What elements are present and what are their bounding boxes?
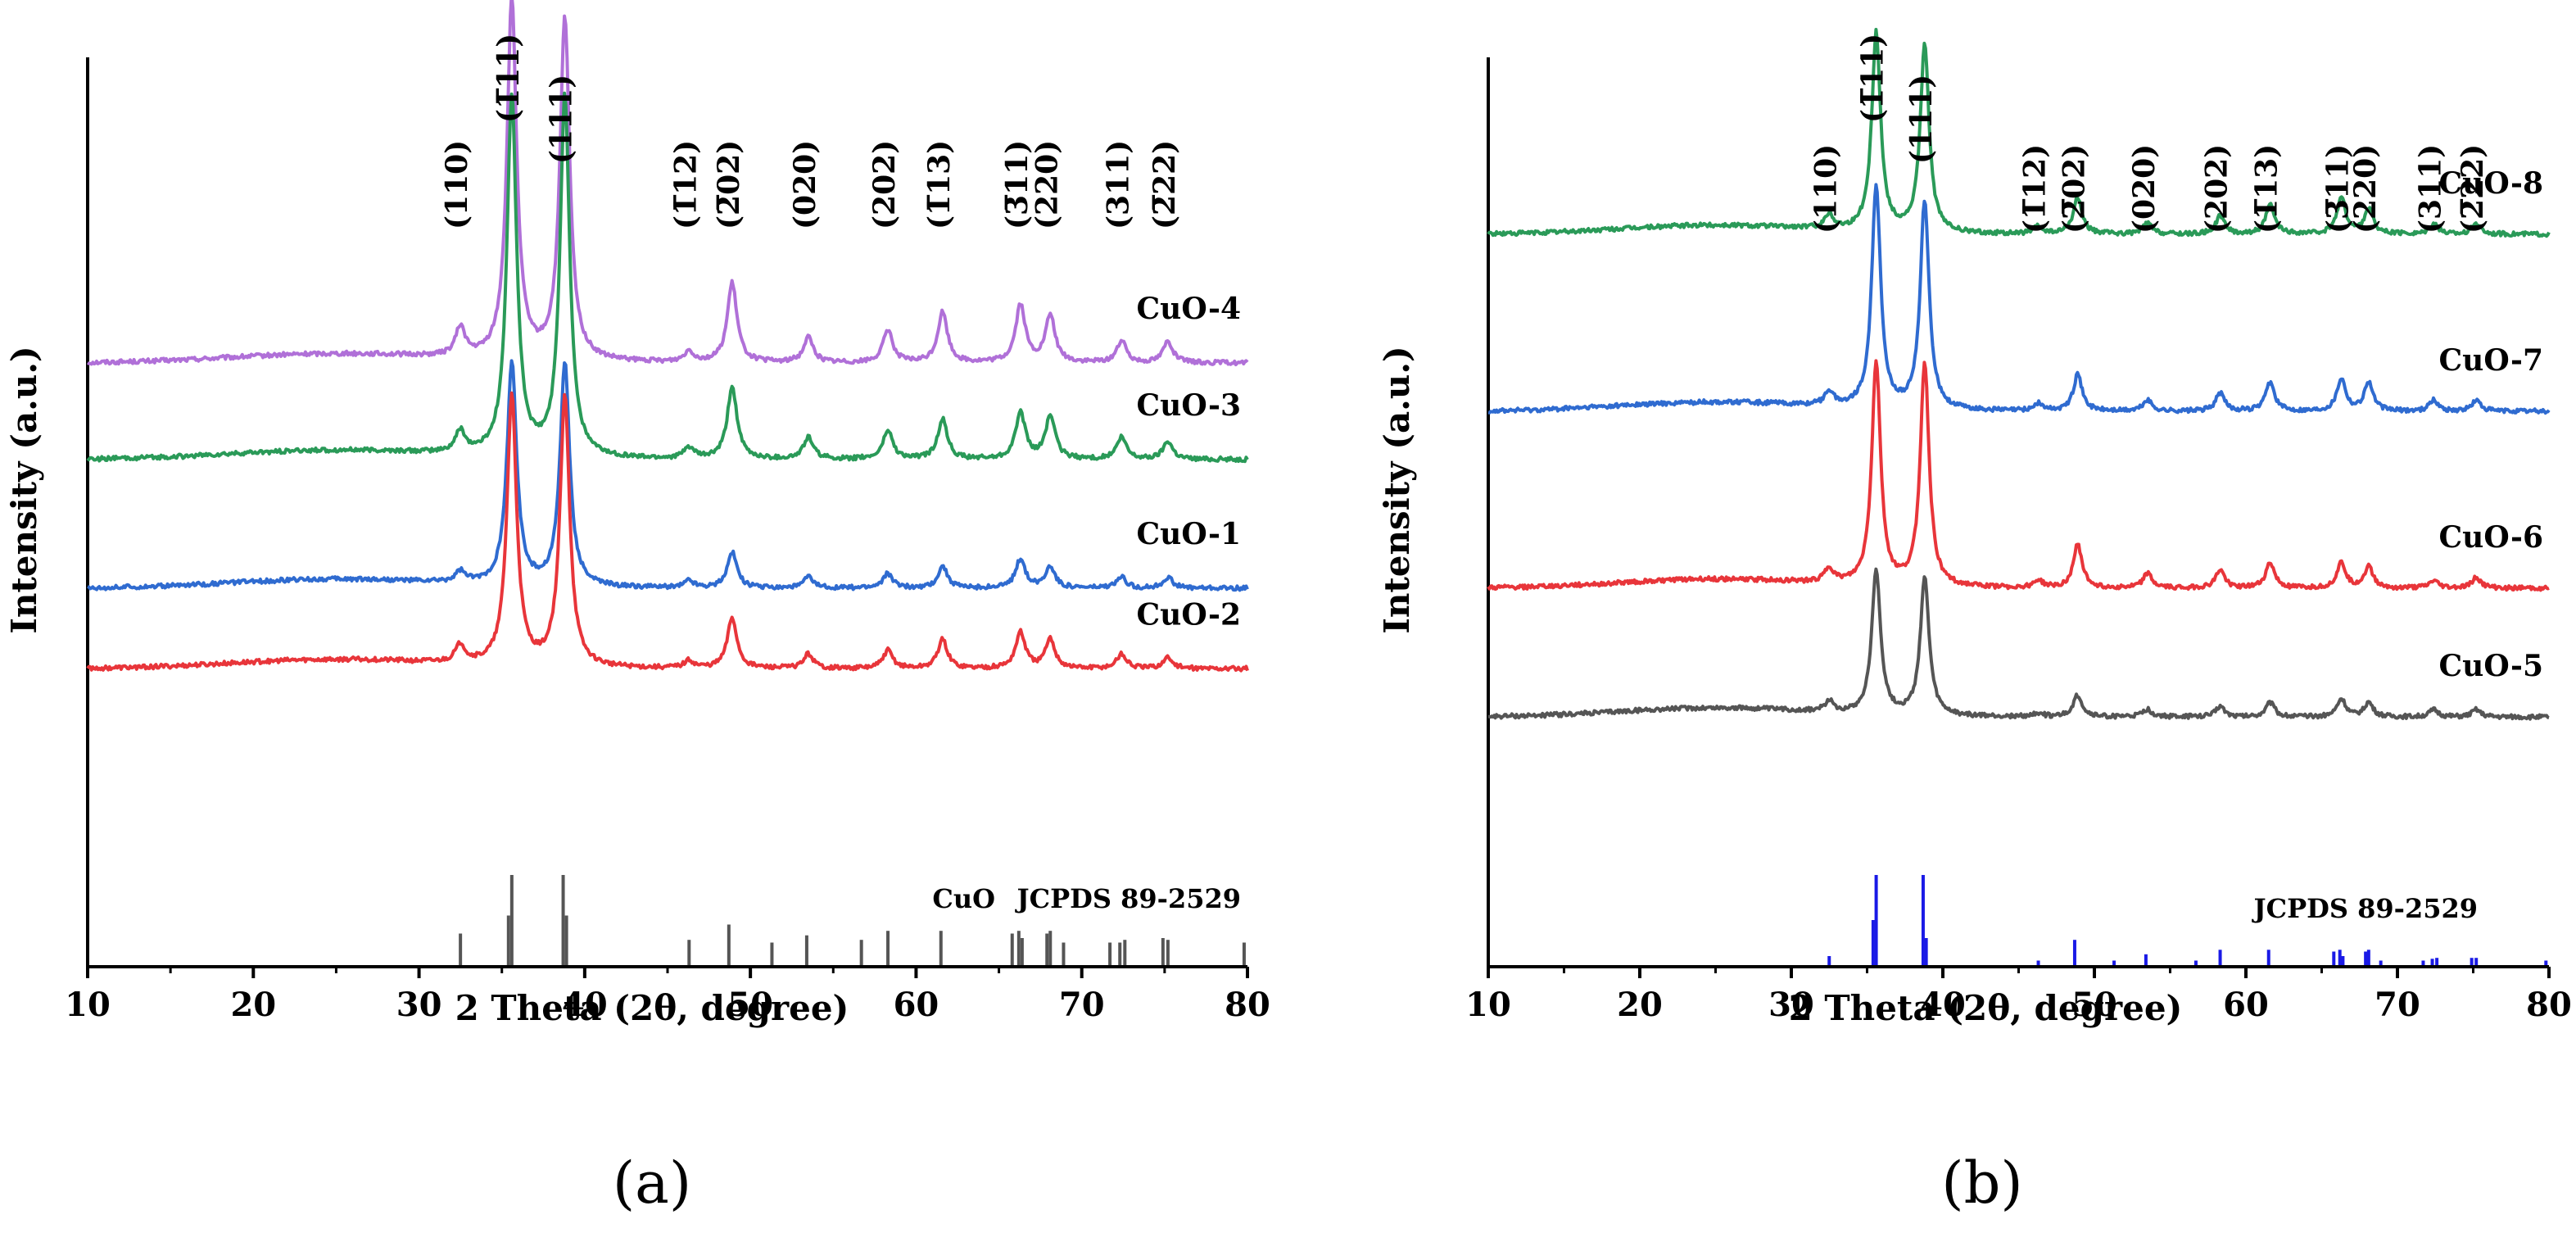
panel-b: 10 20 30 40 50 60 70 80 JCPDS 89-2529 CuO-8 CuO-7 C…: [1377, 28, 2572, 1217]
panel-a-series-line: [86, 391, 1249, 673]
panel-a-hkl-label: (020): [788, 140, 822, 229]
panel-b-x-tick-label: 50: [2071, 986, 2117, 1024]
panel-a-x-tick-label: 40: [562, 986, 608, 1024]
panel-a-hkl-label: (2̅02): [712, 140, 746, 229]
panel-b-hkl-label: (1̅12): [2018, 144, 2053, 233]
panel-b-hkl-label: (1̅13): [2250, 144, 2284, 233]
panel-b-y-axis-title: Intensity (a.u.): [1377, 346, 1417, 634]
panel-b-hkl-label: (020): [2127, 144, 2162, 233]
panel-b-hkl-label: (2̅22): [2456, 144, 2490, 233]
panel-a-x-tick-label: 10: [65, 986, 111, 1024]
panel-a-hkl-label: (1̅12): [668, 140, 703, 229]
panel-a-series-line: [87, 359, 1249, 592]
panel-a-hkl-label: (220): [1030, 140, 1064, 229]
panel-a-series-label: CuO-2: [1137, 597, 1242, 632]
panel-a-series-label: CuO-4: [1137, 292, 1242, 326]
panel-b-x-tick-label: 20: [1617, 986, 1663, 1024]
panel-b-hkl-label: (1̅11): [1856, 34, 1890, 123]
panel-b-series-line: [1487, 183, 2551, 415]
panel-b-x-tick-label: 60: [2223, 986, 2269, 1024]
panel-b-hkl-label: (3̅11): [2321, 144, 2356, 233]
panel-b-x-tick-label: 40: [1920, 986, 1966, 1024]
panel-b-plot-area: 10 20 30 40 50 60 70 80 JCPDS 89-2529 CuO-8 CuO-7 C…: [1465, 28, 2572, 1024]
panel-b-series-line: [1487, 28, 2551, 238]
panel-a-x-axis-title: 2 Theta (2θ, degree): [455, 988, 849, 1028]
panel-b-reference-card: JCPDS 89-2529: [2251, 893, 2478, 924]
panel-a-reference-card: JCPDS 89-2529: [1014, 883, 1241, 914]
panel-b-series-label: CuO-8: [2439, 166, 2544, 201]
panel-a-series-line: [87, 0, 1249, 367]
panel-b-x-tick-label: 10: [1465, 986, 1511, 1024]
panel-a-x-tick-label: 80: [1225, 986, 1270, 1024]
panel-b-series-line: [1487, 567, 2550, 721]
panel-b-series-label: CuO-7: [2439, 343, 2544, 378]
panel-b-hkl-label: (202): [2200, 144, 2234, 233]
panel-a: 10 20 30 40 50 60 70 80 CuO JCPDS 89-2529 CuO-4 CuO…: [4, 0, 1270, 1217]
panel-a-series-label: CuO-1: [1137, 517, 1242, 551]
panel-a-hkl-label: (1̅13): [922, 140, 957, 229]
panel-b-label: (b): [1941, 1149, 2022, 1217]
panel-b-hkl-label: (110): [1809, 144, 1843, 233]
panel-a-label: (a): [613, 1149, 691, 1217]
panel-a-series-line: [86, 91, 1249, 464]
panel-b-hkl-label: (2̅02): [2058, 144, 2092, 233]
panel-b-hkl-label: (111): [1904, 75, 1939, 164]
panel-a-hkl-label: (202): [867, 140, 902, 229]
panel-a-x-tick-label: 50: [727, 986, 773, 1024]
panel-a-series-label: CuO-3: [1137, 388, 1242, 423]
panel-b-series-label: CuO-6: [2439, 520, 2544, 555]
panel-b-series-label: CuO-5: [2439, 649, 2544, 683]
panel-b-x-axis-title: 2 Theta (2θ, degree): [1789, 988, 2183, 1028]
panel-a-hkl-label: (110): [440, 140, 474, 229]
panel-a-y-axis-title: Intensity (a.u.): [4, 346, 44, 634]
panel-a-reference-compound: CuO: [932, 883, 995, 914]
panel-a-x-tick-label: 30: [396, 986, 442, 1024]
panel-a-hkl-label: (1̅11): [491, 34, 526, 123]
panel-a-x-tick-label: 20: [230, 986, 276, 1024]
panel-b-hkl-label: (220): [2348, 144, 2383, 233]
panel-b-x-tick-label: 30: [1768, 986, 1814, 1024]
panel-a-x-tick-label: 60: [894, 986, 939, 1024]
panel-a-hkl-label: (3̅11): [1000, 140, 1034, 229]
panel-a-x-tick-label: 70: [1059, 986, 1105, 1024]
panel-a-hkl-label: (311): [1101, 140, 1135, 229]
panel-b-series-line: [1487, 359, 2550, 592]
panel-b-hkl-label: (311): [2413, 144, 2447, 233]
panel-a-plot-area: 10 20 30 40 50 60 70 80 CuO JCPDS 89-2529 CuO-4 CuO…: [65, 0, 1270, 1024]
panel-a-hkl-label: (111): [545, 75, 579, 164]
panel-a-hkl-label: (2̅22): [1148, 140, 1182, 229]
panel-b-x-tick-label: 80: [2526, 986, 2572, 1024]
panel-b-x-tick-label: 70: [2375, 986, 2420, 1024]
